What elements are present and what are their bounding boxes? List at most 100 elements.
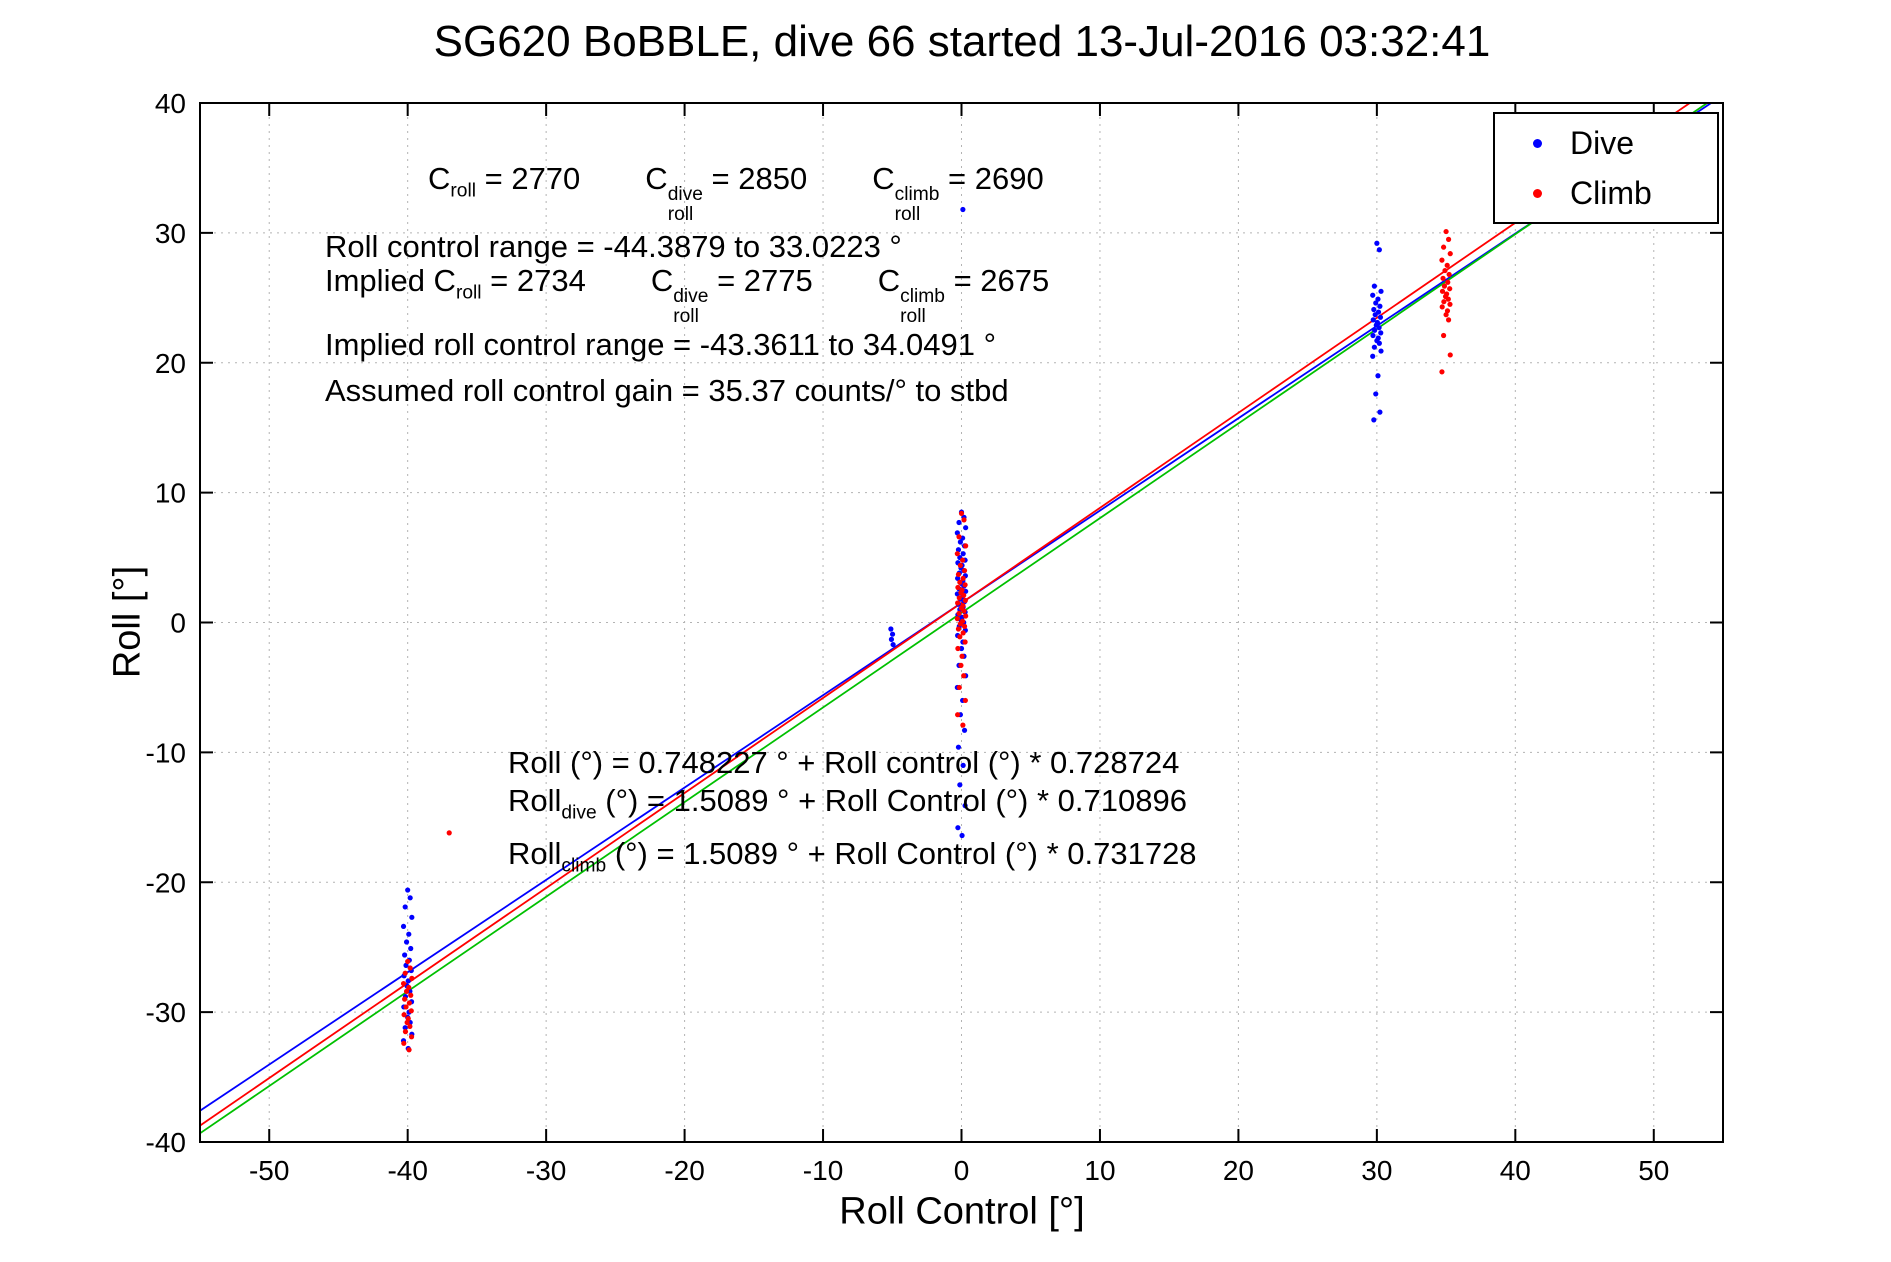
climb-marker-icon: [1533, 188, 1542, 198]
annotation-subscript: roll: [455, 282, 482, 304]
scatter-point-dive: [402, 952, 408, 958]
y-tick-label: 0: [170, 608, 186, 639]
scatter-point-dive: [961, 727, 968, 733]
scatter-point-dive: [888, 626, 894, 632]
y-tick-label: -20: [146, 867, 186, 898]
scatter-point-climb: [1445, 317, 1452, 323]
scatter-point-climb: [1440, 275, 1446, 281]
scatter-point-dive: [403, 939, 410, 945]
x-tick-label: -40: [387, 1155, 427, 1186]
annotation-fragment: = 2770: [476, 161, 581, 196]
scatter-point-climb: [956, 610, 962, 617]
scatter-point-dive: [408, 945, 414, 952]
annotation-supsub: dive roll: [673, 285, 709, 327]
scatter-point-climb: [406, 984, 412, 991]
annotation-fragment: Roll control range = -44.3879 to 33.0223…: [325, 229, 902, 264]
annotation-fragment: (°) = 1.5089 ° + Roll Control (°) * 0.71…: [596, 783, 1187, 818]
annotation-fragment: Roll: [508, 836, 562, 871]
scatter-point-climb: [403, 1004, 409, 1010]
legend-label-climb: Climb: [1570, 174, 1652, 211]
annotation-fragment: = 2675: [944, 263, 1050, 298]
scatter-point-climb: [955, 712, 961, 718]
scatter-point-dive: [955, 575, 961, 581]
scatter-point-dive: [1371, 283, 1377, 289]
scatter-point-dive: [963, 525, 969, 531]
scatter-point-climb: [962, 582, 968, 588]
scatter-point-climb: [1445, 296, 1451, 302]
annotation-fragment: = 2690: [939, 161, 1044, 196]
scatter-point-dive: [403, 962, 409, 968]
scatter-point-climb: [956, 534, 962, 540]
annotation-text-1: Roll control range = -44.3879 to 33.0223…: [325, 228, 902, 267]
y-tick-label: 10: [155, 478, 186, 509]
scatter-point-climb: [1440, 244, 1447, 250]
annotation-subscript: roll: [450, 180, 476, 202]
scatter-point-climb: [956, 595, 962, 601]
scatter-point-climb: [405, 958, 411, 965]
scatter-point-dive: [959, 832, 965, 839]
scatter-point-dive: [890, 641, 896, 648]
fit-line-climb: [200, 103, 1692, 1127]
legend-item-dive: Dive: [1495, 118, 1717, 168]
y-tick-label: -10: [146, 737, 186, 768]
scatter-point-dive: [1370, 332, 1376, 339]
scatter-point-dive: [400, 923, 407, 930]
scatter-point-climb: [401, 1040, 407, 1046]
scatter-point-climb: [958, 662, 964, 668]
annotation-subscript: climb: [561, 855, 607, 877]
scatter-point-dive: [1375, 296, 1381, 302]
scatter-point-dive: [1371, 417, 1377, 423]
scatter-point-dive: [1372, 312, 1378, 318]
scatter-point-dive: [1378, 348, 1384, 354]
scatter-point-climb: [962, 597, 968, 604]
annotation-fragment: (°) = 1.5089 ° + Roll Control (°) * 0.73…: [606, 836, 1197, 871]
scatter-point-climb: [1443, 228, 1449, 235]
scatter-point-climb: [957, 634, 963, 640]
scatter-point-dive: [1377, 303, 1383, 309]
scatter-point-climb: [1440, 332, 1447, 339]
legend-label-dive: Dive: [1570, 124, 1635, 161]
annotation-fragment: Roll: [508, 783, 562, 818]
scatter-point-dive: [402, 904, 408, 910]
dive-marker-icon: [1533, 138, 1542, 148]
scatter-point-climb: [404, 1019, 410, 1026]
scatter-point-dive: [955, 744, 962, 750]
annotation-fragment: C: [877, 263, 901, 298]
scatter-point-dive: [962, 803, 968, 809]
y-tick-label: 40: [155, 88, 186, 119]
scatter-point-climb: [959, 653, 965, 659]
annotation-text-6: Rolldive (°) = 1.5089 ° + Roll Control (…: [508, 782, 1187, 826]
scatter-point-dive: [958, 645, 965, 652]
legend: Dive Climb: [1493, 112, 1719, 224]
legend-item-climb: Climb: [1495, 168, 1717, 218]
scatter-point-climb: [1447, 286, 1453, 292]
scatter-point-climb: [1445, 236, 1452, 242]
scatter-point-climb: [408, 1008, 414, 1014]
annotation-fragment: C: [428, 161, 451, 196]
scatter-point-dive: [1374, 240, 1380, 246]
scatter-point-dive: [1377, 314, 1384, 320]
annotation-fragment: = 2775: [708, 263, 813, 298]
annotation-text-4: Assumed roll control gain = 35.37 counts…: [325, 372, 1009, 411]
scatter-point-climb: [957, 579, 963, 585]
scatter-point-dive: [889, 631, 896, 637]
x-tick-label: 10: [1084, 1155, 1115, 1186]
annotation-fragment: = 2734: [481, 263, 586, 298]
scatter-point-climb: [961, 608, 967, 614]
scatter-point-climb: [961, 623, 968, 629]
scatter-point-climb: [955, 600, 961, 606]
annotation-text-7: Rollclimb (°) = 1.5089 ° + Roll Control …: [508, 835, 1197, 879]
scatter-point-climb: [1439, 369, 1445, 375]
scatter-point-dive: [888, 636, 895, 642]
annotation-fragment: Implied C: [325, 263, 456, 298]
scatter-point-climb: [955, 584, 961, 591]
x-tick-label: -50: [249, 1155, 289, 1186]
scatter-point-dive: [409, 914, 415, 920]
scatter-point-climb: [407, 965, 413, 971]
scatter-point-climb: [960, 557, 966, 563]
scatter-point-climb: [1443, 312, 1449, 318]
scatter-point-climb: [402, 970, 408, 976]
